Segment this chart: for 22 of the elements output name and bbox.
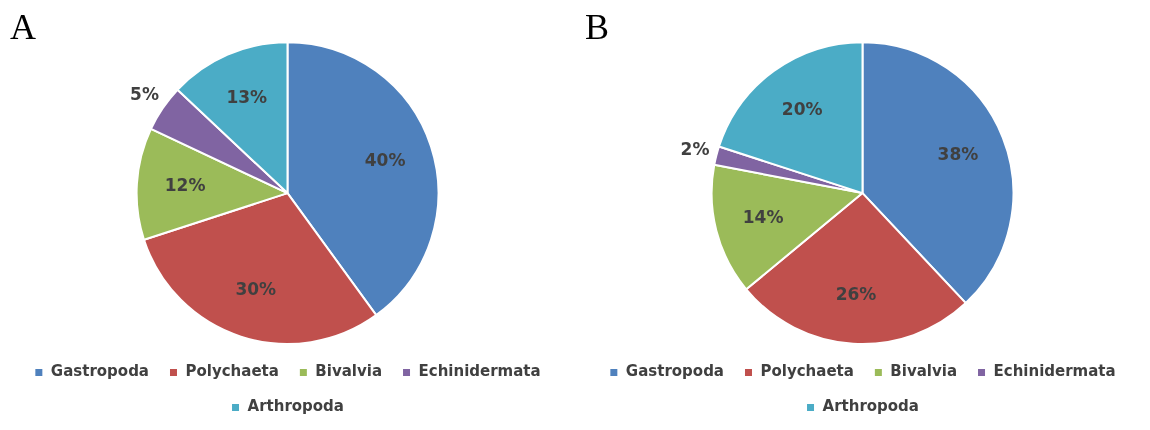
chart-title: A (10, 7, 36, 48)
data-label: 5% (130, 84, 159, 105)
data-label: 20% (781, 98, 823, 119)
data-label: 38% (937, 143, 979, 164)
legend-label: Bivalvia (315, 362, 383, 381)
data-label: 14% (742, 207, 784, 228)
data-label: 26% (835, 283, 877, 304)
legend-label: Bivalvia (890, 362, 958, 381)
data-label: 2% (680, 138, 710, 159)
legend-label: Arthropoda (822, 397, 919, 416)
data-label: 12% (164, 175, 206, 196)
legend-label: Polychaeta (760, 362, 854, 381)
data-label: 13% (226, 87, 268, 108)
legend-label: Arthropoda (247, 397, 344, 416)
legend-label: Polychaeta (185, 362, 279, 381)
data-label: 30% (235, 279, 277, 300)
chart-title: B (585, 7, 610, 48)
legend-label: Echinidermata (993, 362, 1116, 381)
legend-label: Gastropoda (50, 362, 149, 381)
legend-label: Echinidermata (418, 362, 541, 381)
legend-label: Gastropoda (625, 362, 724, 381)
data-label: 40% (364, 149, 406, 170)
